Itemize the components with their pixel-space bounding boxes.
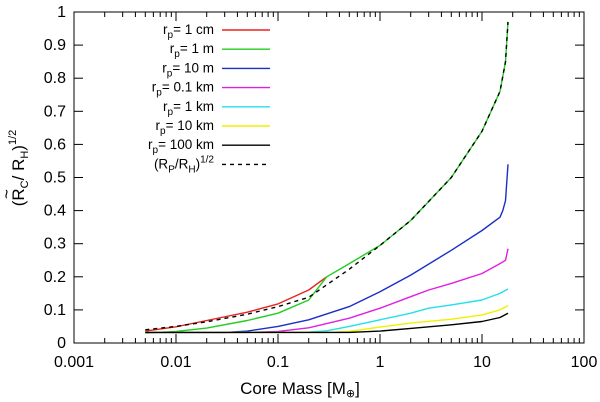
series-line [145, 21, 509, 331]
y-tick-label: 0.5 [44, 170, 66, 187]
legend-entry-label: rp= 1 km [163, 99, 214, 118]
legend-entry-label: rp= 10 m [162, 60, 214, 79]
legend-entry-label: rp= 10 km [156, 118, 214, 137]
y-label-h-sub: H [19, 151, 31, 159]
y-tick-label: 0.4 [44, 203, 66, 220]
x-axis-label: Core Mass [M⊕] [240, 379, 360, 400]
legend-entry-label: rp= 0.1 km [152, 80, 214, 99]
x-tick-label: 0.001 [54, 354, 94, 371]
y-label-close: ) [9, 145, 28, 151]
series-line [145, 276, 328, 332]
plot-frame [73, 11, 585, 344]
series-layer [145, 21, 509, 334]
legend-entry-label: rp= 100 km [148, 137, 214, 156]
y-axis-label: (RC/ RH)1/2 ~ [0, 130, 31, 207]
series-line [145, 248, 509, 334]
y-tick-label: 0.3 [44, 236, 66, 253]
x-tick-label: 1 [376, 354, 385, 371]
y-label-exponent: 1/2 [7, 130, 19, 145]
y-tick-label: 0.9 [44, 37, 66, 54]
y-tick-label: 0.6 [44, 136, 66, 153]
series-line [145, 164, 509, 334]
legend-entry-label: rp= 1 m [170, 41, 214, 60]
y-label-open: ( [9, 200, 28, 206]
y-tick-label: 1 [57, 4, 66, 21]
x-tick-label: 0.01 [160, 354, 191, 371]
legend-entry-label: (RP/RH)1/2 [154, 154, 214, 175]
series-line [145, 312, 509, 334]
y-tick-label: 0.2 [44, 269, 66, 286]
y-label-r: R [9, 188, 28, 200]
y-label-slash: / R [9, 159, 28, 181]
y-label-tilde: ~ [0, 189, 16, 199]
y-tick-label: 0.7 [44, 103, 66, 120]
x-axis-label-close: ] [355, 379, 360, 398]
legend-entry-label: rp= 1 cm [163, 22, 214, 41]
x-axis-label-text: Core Mass [M [240, 379, 346, 398]
series-line [145, 288, 509, 334]
x-tick-label: 0.1 [267, 354, 289, 371]
x-tick-label: 100 [571, 354, 598, 371]
x-tick-label: 10 [473, 354, 491, 371]
svg-text:(RC/ RH)1/2: (RC/ RH)1/2 [7, 130, 31, 207]
series-line [145, 21, 509, 334]
y-tick-label: 0.1 [44, 302, 66, 319]
y-tick-label: 0.8 [44, 70, 66, 87]
y-label-c-sub: C [19, 180, 31, 188]
y-tick-label: 0 [57, 335, 66, 352]
earth-symbol: ⊕ [346, 387, 355, 400]
